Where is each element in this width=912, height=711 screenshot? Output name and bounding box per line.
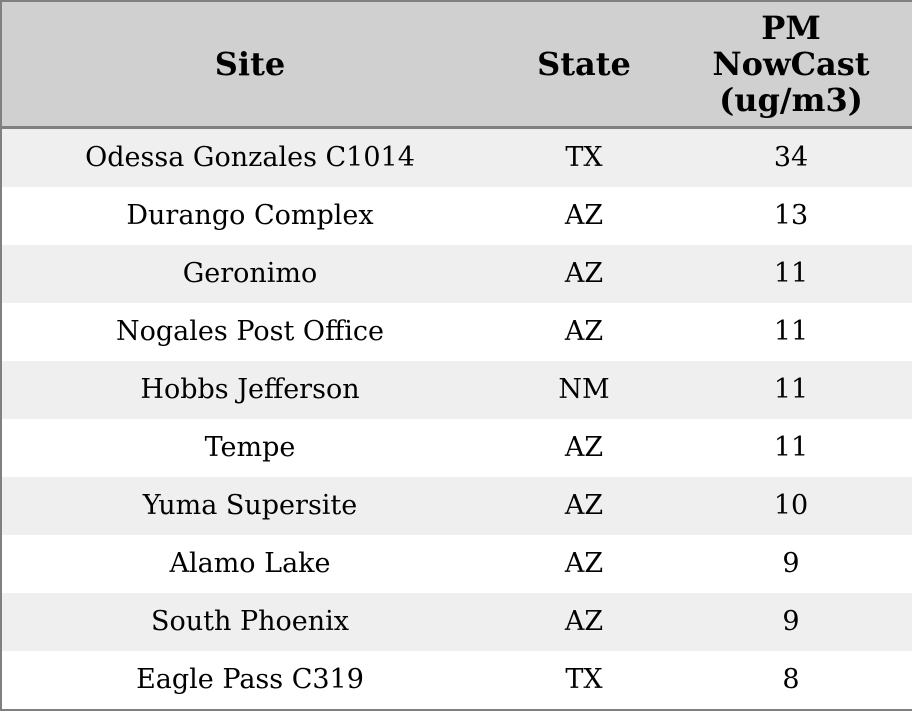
state-cell: AZ <box>564 548 604 580</box>
table-row: Hobbs Jefferson NM 11 <box>1 360 912 419</box>
table-row: Eagle Pass C319 TX 8 <box>1 650 912 710</box>
column-header-pm-nowcast: PM NowCast (ug/m3) <box>670 1 912 129</box>
column-header-pm-line3: (ug/m3) <box>719 80 863 119</box>
header-row: Site State PM NowCast (ug/m3) <box>1 1 912 129</box>
column-header-state: State <box>498 1 670 129</box>
pm-cell: 10 <box>773 490 809 522</box>
site-cell: Tempe <box>204 432 296 464</box>
table-row: Alamo Lake AZ 9 <box>1 534 912 593</box>
table-row: Geronimo AZ 11 <box>1 244 912 303</box>
site-cell: Durango Complex <box>126 200 374 232</box>
table-row: Tempe AZ 11 <box>1 418 912 477</box>
site-cell: Odessa Gonzales C1014 <box>85 142 415 174</box>
site-cell: Eagle Pass C319 <box>136 664 364 696</box>
state-cell: AZ <box>564 258 604 290</box>
pm-cell: 9 <box>782 606 800 638</box>
column-header-site: Site <box>1 1 498 129</box>
state-cell: AZ <box>564 490 604 522</box>
column-header-pm-line2: NowCast <box>712 44 870 83</box>
pm-cell: 34 <box>773 142 809 174</box>
state-cell: TX <box>565 664 603 696</box>
column-header-pm-line1: PM <box>761 8 821 47</box>
state-cell: NM <box>558 374 610 406</box>
pm-cell: 11 <box>773 316 809 348</box>
state-cell: TX <box>565 142 603 174</box>
table-row: Durango Complex AZ 13 <box>1 186 912 245</box>
site-cell: Nogales Post Office <box>116 316 384 348</box>
site-cell: Geronimo <box>182 258 318 290</box>
pm-cell: 11 <box>773 374 809 406</box>
state-cell: AZ <box>564 606 604 638</box>
pm-cell: 8 <box>782 664 800 696</box>
site-cell: Hobbs Jefferson <box>140 374 360 406</box>
pm-cell: 9 <box>782 548 800 580</box>
table-row: South Phoenix AZ 9 <box>1 592 912 651</box>
table-row: Nogales Post Office AZ 11 <box>1 302 912 361</box>
table-row: Odessa Gonzales C1014 TX 34 <box>1 127 912 187</box>
site-cell: Yuma Supersite <box>142 490 358 522</box>
state-cell: AZ <box>564 432 604 464</box>
pm-cell: 11 <box>773 258 809 290</box>
pm-cell: 13 <box>773 200 809 232</box>
table-row: Yuma Supersite AZ 10 <box>1 476 912 535</box>
site-cell: South Phoenix <box>150 606 349 638</box>
state-cell: AZ <box>564 200 604 232</box>
site-cell: Alamo Lake <box>169 548 331 580</box>
pm-cell: 11 <box>773 432 809 464</box>
state-cell: AZ <box>564 316 604 348</box>
